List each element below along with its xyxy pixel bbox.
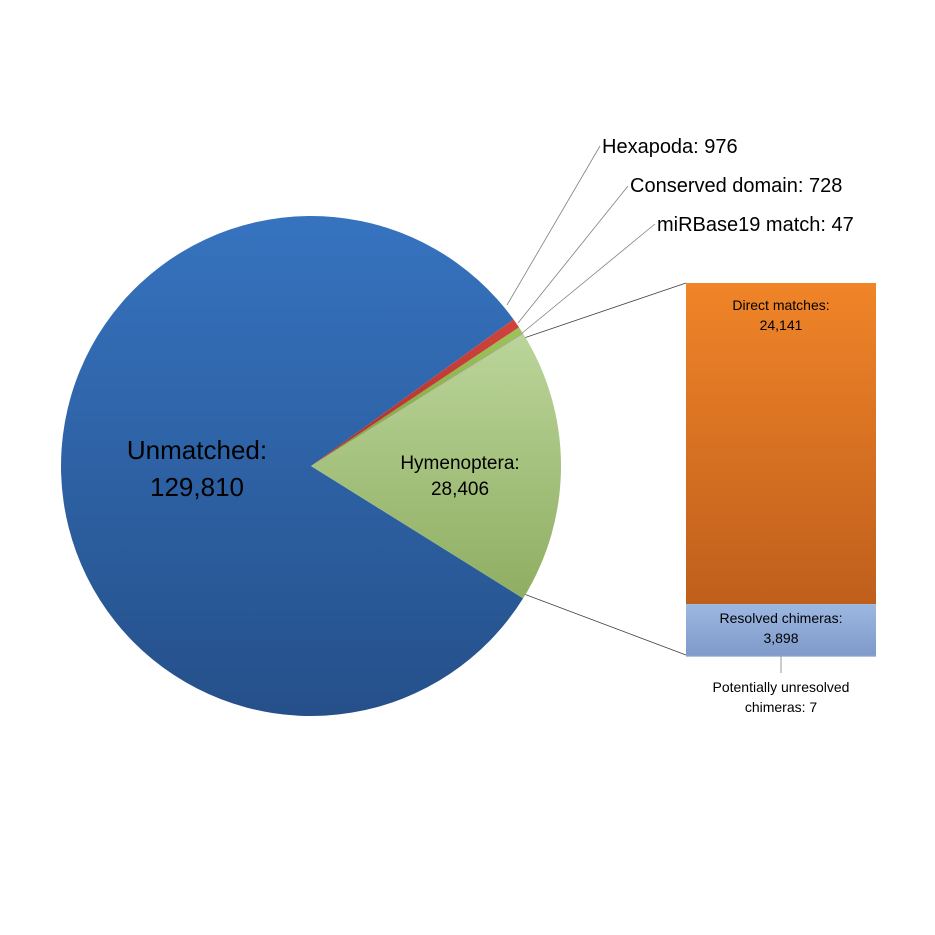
pie-slice-mirbase19-match bbox=[311, 333, 524, 466]
conserved-domain-leader-line bbox=[517, 185, 629, 324]
bar-segment-resolved-chimeras bbox=[686, 604, 876, 656]
resolved-chimeras-value: 3,898 bbox=[763, 630, 798, 646]
mirbase-label: miRBase19 match: 47 bbox=[657, 214, 854, 236]
direct-matches-value: 24,141 bbox=[760, 317, 803, 333]
bar-segment-direct-matches bbox=[686, 283, 876, 605]
hexapoda-leader-line bbox=[506, 145, 601, 306]
connector-line-bottom bbox=[523, 593, 687, 656]
breakdown-bar bbox=[686, 283, 876, 657]
pie-slice-conserved-domain bbox=[311, 327, 523, 466]
unmatched-value: 129,810 bbox=[150, 472, 244, 502]
unresolved-chimeras-label-line1: Potentially unresolved bbox=[713, 679, 850, 695]
resolved-chimeras-label: Resolved chimeras: bbox=[720, 610, 843, 626]
mirbase-leader-line bbox=[520, 223, 656, 335]
hymenoptera-value: 28,406 bbox=[431, 479, 489, 500]
pie-slice-unmatched bbox=[61, 215, 524, 716]
pie-slice-hexapoda bbox=[311, 319, 519, 466]
hexapoda-label: Hexapoda: 976 bbox=[602, 136, 738, 158]
hymenoptera-label: Hymenoptera: bbox=[400, 453, 519, 474]
leader-lines bbox=[506, 145, 782, 673]
bar-segment-potentially-unresolved-chimeras bbox=[686, 655, 876, 657]
direct-matches-label: Direct matches: bbox=[732, 297, 829, 313]
pie-slice-hymenoptera bbox=[311, 333, 562, 599]
unresolved-chimeras-label-line2: chimeras: 7 bbox=[745, 699, 818, 715]
unmatched-label: Unmatched: bbox=[127, 435, 267, 465]
pie bbox=[61, 215, 562, 716]
connector-line-top bbox=[523, 282, 687, 339]
conserved-domain-label: Conserved domain: 728 bbox=[630, 175, 842, 197]
